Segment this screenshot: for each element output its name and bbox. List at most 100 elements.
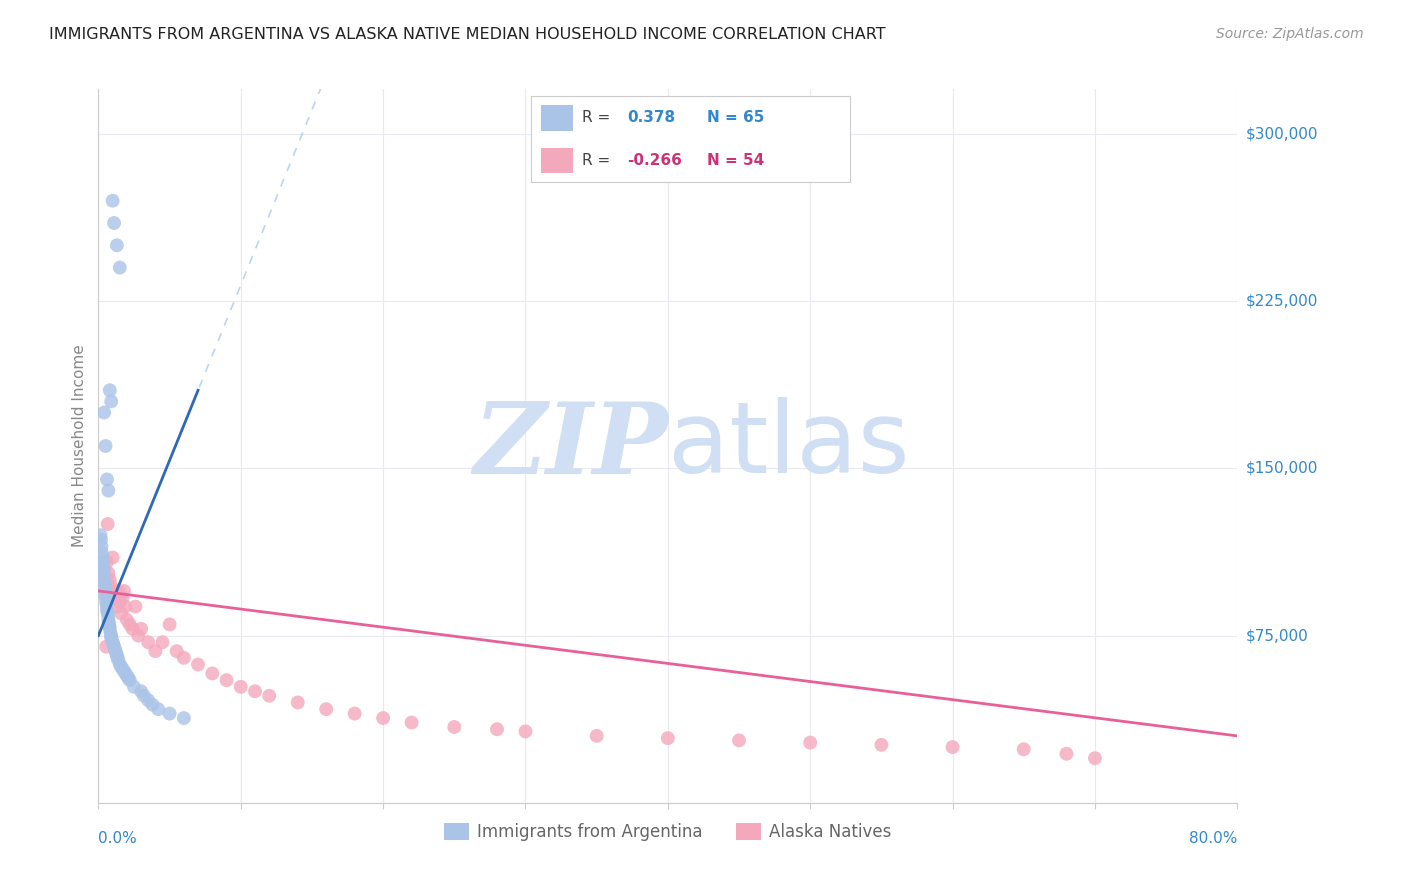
Point [112,583,135,598]
Point [98,383,121,397]
Point [215,673,238,687]
Text: $150,000: $150,000 [1246,461,1317,475]
Text: $75,000: $75,000 [1246,628,1309,643]
Point [96,595,118,609]
Point [108,657,131,672]
Point [90,539,112,553]
Point [201,666,224,681]
Point [104,591,127,605]
Point [97,483,120,498]
Point [110,607,132,621]
Point [93,573,115,587]
Point [107,583,129,598]
Point [870,738,893,752]
Point [799,735,821,749]
Point [173,651,195,665]
Point [96,601,118,615]
Point [443,720,465,734]
Point [657,731,679,746]
Point [187,657,209,672]
Point [97,608,120,623]
Point [108,260,131,275]
Point [96,640,118,654]
Point [105,238,128,252]
Point [166,644,188,658]
Point [243,684,266,698]
Point [105,599,128,614]
Point [141,698,163,712]
Point [114,599,136,614]
Point [101,633,124,648]
Point [114,666,136,681]
Point [152,635,174,649]
Point [91,550,114,565]
Point [97,613,120,627]
Point [121,622,143,636]
Point [115,613,138,627]
Point [1012,742,1035,756]
Text: atlas: atlas [668,398,910,494]
Point [115,669,138,683]
Point [401,715,423,730]
Point [103,637,125,651]
Point [1084,751,1107,765]
Point [91,546,114,560]
Point [93,405,115,419]
Point [96,472,118,486]
Point [585,729,607,743]
Point [117,671,139,685]
Point [118,617,141,632]
Point [96,555,118,569]
Point [112,664,135,678]
Point [136,635,159,649]
Point [105,646,128,660]
Point [101,194,124,208]
Point [159,617,181,632]
Point [111,591,134,605]
Point [97,566,120,580]
Point [104,642,127,657]
Point [100,628,122,642]
Point [90,528,112,542]
Point [94,589,117,603]
Point [173,711,195,725]
Point [94,577,117,591]
Point [343,706,366,721]
Point [91,573,114,587]
Point [91,555,114,569]
Point [103,583,125,598]
Point [97,607,120,621]
Point [108,595,131,609]
Point [229,680,252,694]
Point [148,702,170,716]
Legend: Immigrants from Argentina, Alaska Natives: Immigrants from Argentina, Alaska Native… [437,816,898,848]
Point [93,577,115,591]
Point [90,533,112,547]
Point [91,559,114,574]
Point [315,702,337,716]
Point [159,706,181,721]
Point [96,604,118,618]
Point [98,622,121,636]
Point [93,562,115,576]
Point [98,617,121,632]
Point [104,644,127,658]
Point [100,626,122,640]
Point [515,724,537,739]
Point [93,566,115,580]
Point [101,550,124,565]
Point [101,635,124,649]
Text: IMMIGRANTS FROM ARGENTINA VS ALASKA NATIVE MEDIAN HOUSEHOLD INCOME CORRELATION C: IMMIGRANTS FROM ARGENTINA VS ALASKA NATI… [49,27,886,42]
Y-axis label: Median Household Income: Median Household Income [72,344,87,548]
Point [98,573,121,587]
Point [94,591,117,605]
Point [728,733,751,747]
Point [105,648,128,663]
Point [94,439,117,453]
Text: 0.0%: 0.0% [98,830,138,846]
Point [287,696,309,710]
Point [96,598,118,612]
Point [122,680,145,694]
Point [371,711,394,725]
Point [118,673,141,687]
